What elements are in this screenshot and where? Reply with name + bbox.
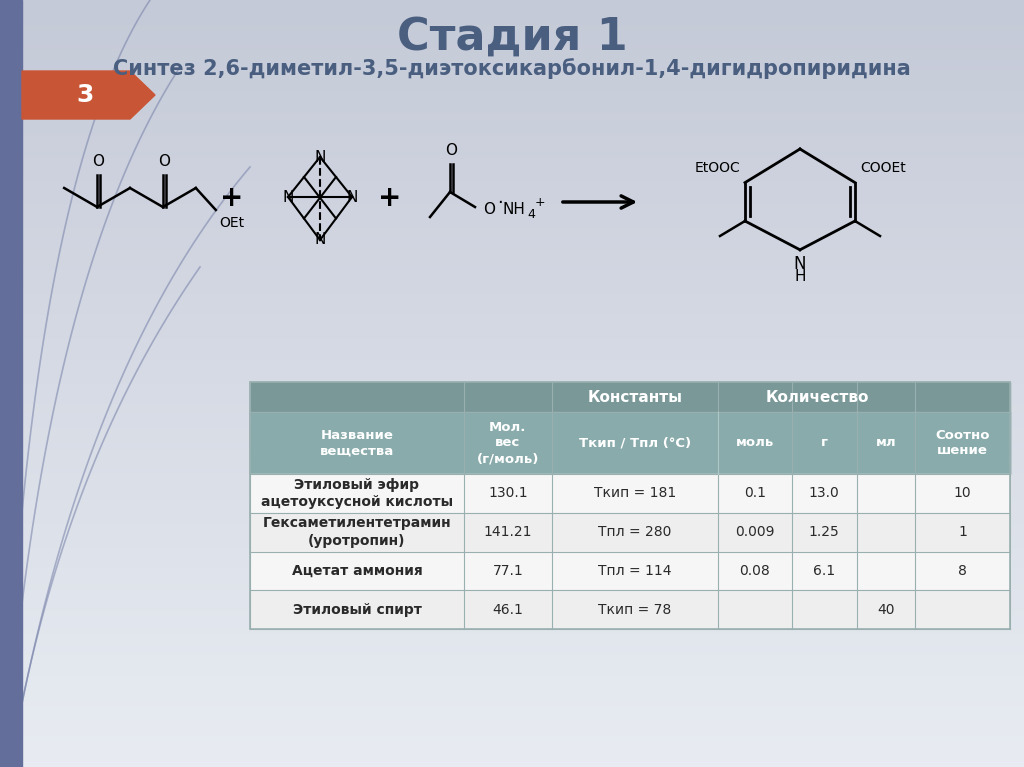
Text: N: N <box>283 189 294 205</box>
Text: 40: 40 <box>878 603 895 617</box>
Text: H: H <box>795 268 806 284</box>
Text: Стадия 1: Стадия 1 <box>396 15 628 58</box>
Text: 13.0: 13.0 <box>809 486 840 500</box>
Bar <box>250 382 1010 474</box>
Text: 6.1: 6.1 <box>813 564 836 578</box>
Bar <box>250 474 1010 513</box>
Text: Синтез 2,6-диметил-3,5-диэтоксикарбонил-1,4-дигидропиридина: Синтез 2,6-диметил-3,5-диэтоксикарбонил-… <box>113 58 911 80</box>
Text: EtOOC: EtOOC <box>694 160 740 175</box>
Text: O: O <box>483 202 495 216</box>
Text: Ткип = 181: Ткип = 181 <box>594 486 676 500</box>
Text: Ацетат аммония: Ацетат аммония <box>292 564 422 578</box>
Text: Мол.
вес
(г/моль): Мол. вес (г/моль) <box>476 421 539 465</box>
Bar <box>0 0 22 767</box>
Bar <box>250 513 1010 551</box>
Text: моль: моль <box>736 436 774 449</box>
Text: COOEt: COOEt <box>860 160 906 175</box>
Text: ·: · <box>497 194 503 212</box>
Text: Этиловый эфир
ацетоуксусной кислоты: Этиловый эфир ацетоуксусной кислоты <box>261 478 453 509</box>
Text: Ткип / Тпл (°С): Ткип / Тпл (°С) <box>579 436 691 449</box>
Text: OEt: OEt <box>219 216 244 230</box>
Text: +: + <box>220 183 244 212</box>
Text: 8: 8 <box>958 564 967 578</box>
Text: 1: 1 <box>958 525 967 539</box>
Text: 130.1: 130.1 <box>488 486 527 500</box>
Text: Этиловый спирт: Этиловый спирт <box>293 603 422 617</box>
Text: 1.25: 1.25 <box>809 525 840 539</box>
Text: N: N <box>346 189 357 205</box>
Text: Тпл = 280: Тпл = 280 <box>598 525 672 539</box>
Text: N: N <box>314 232 326 248</box>
Text: Ткип = 78: Ткип = 78 <box>598 603 672 617</box>
Text: O: O <box>92 154 104 169</box>
Text: Соотно
шение: Соотно шение <box>936 429 990 457</box>
Text: мл: мл <box>876 436 896 449</box>
Text: 3: 3 <box>77 83 93 107</box>
Text: г: г <box>820 436 827 449</box>
Text: Количество: Количество <box>765 390 868 404</box>
Text: N: N <box>314 150 326 164</box>
Bar <box>250 551 1010 591</box>
Bar <box>250 382 1010 629</box>
Text: 0.1: 0.1 <box>744 486 766 500</box>
Text: 4: 4 <box>527 209 535 222</box>
Text: +: + <box>378 183 401 212</box>
Text: O: O <box>158 154 170 169</box>
Text: Гексаметилентетрамин
(уротропин): Гексаметилентетрамин (уротропин) <box>262 516 452 548</box>
Text: 0.009: 0.009 <box>735 525 775 539</box>
Bar <box>250 412 1010 474</box>
Text: Тпл = 114: Тпл = 114 <box>598 564 672 578</box>
Polygon shape <box>22 71 155 119</box>
Text: 0.08: 0.08 <box>739 564 770 578</box>
Text: NH: NH <box>503 202 526 216</box>
Text: O: O <box>445 143 457 158</box>
Text: 77.1: 77.1 <box>493 564 523 578</box>
Text: N: N <box>794 255 806 273</box>
Text: Константы: Константы <box>588 390 683 404</box>
Text: 46.1: 46.1 <box>493 603 523 617</box>
Text: Название
вещества: Название вещества <box>319 429 394 457</box>
Text: 141.21: 141.21 <box>483 525 532 539</box>
Bar <box>250 591 1010 629</box>
Text: 10: 10 <box>954 486 972 500</box>
Text: +: + <box>535 196 546 209</box>
